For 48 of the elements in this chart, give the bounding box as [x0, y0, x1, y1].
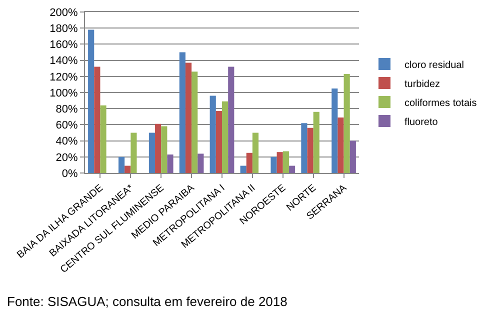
y-tick-label: 160%	[50, 39, 78, 52]
bar	[167, 154, 174, 173]
y-tick-label: 20%	[56, 152, 78, 164]
bar	[161, 126, 168, 173]
bar	[179, 52, 186, 173]
bar	[228, 66, 234, 173]
y-tick-label: 80%	[56, 103, 78, 116]
bar	[313, 112, 320, 173]
bar	[288, 166, 296, 173]
bar	[301, 123, 308, 173]
bar	[124, 166, 131, 173]
bar	[130, 132, 137, 173]
bar	[148, 132, 156, 173]
bar	[338, 117, 344, 173]
y-tick-label: 140%	[50, 55, 78, 68]
bar	[282, 151, 289, 173]
bar	[307, 128, 314, 173]
legend-label: coliformes totais	[404, 98, 477, 109]
y-tick-label: 180%	[50, 22, 78, 35]
source-note: Fonte: SISAGUA; consulta em fevereiro de 2018	[7, 294, 288, 309]
bar	[88, 30, 94, 173]
legend-label: cloro residual	[404, 60, 464, 71]
y-tick-label: 200%	[50, 6, 78, 19]
bar	[210, 96, 216, 173]
y-tick-label: 120%	[50, 71, 78, 84]
y-tick-label: 60%	[56, 120, 78, 132]
bar	[216, 111, 222, 173]
bar	[240, 166, 246, 173]
bar	[118, 156, 125, 173]
bar	[100, 105, 106, 173]
bar	[270, 156, 277, 173]
bar	[222, 101, 228, 173]
legend-label: turbidez	[404, 78, 440, 90]
y-tick-label: 100%	[50, 87, 78, 100]
y-tick-label: 40%	[56, 136, 78, 148]
bar	[192, 72, 198, 173]
bar	[198, 154, 204, 173]
bar	[185, 62, 192, 173]
bar	[344, 74, 350, 173]
bar	[350, 140, 356, 173]
legend-label: fluoreto	[404, 116, 438, 128]
y-tick-label: 0%	[62, 168, 78, 180]
bar	[155, 124, 162, 173]
bar	[246, 152, 252, 173]
bar	[276, 152, 283, 173]
bar	[94, 66, 100, 173]
bar	[332, 88, 338, 173]
bar	[252, 132, 259, 173]
